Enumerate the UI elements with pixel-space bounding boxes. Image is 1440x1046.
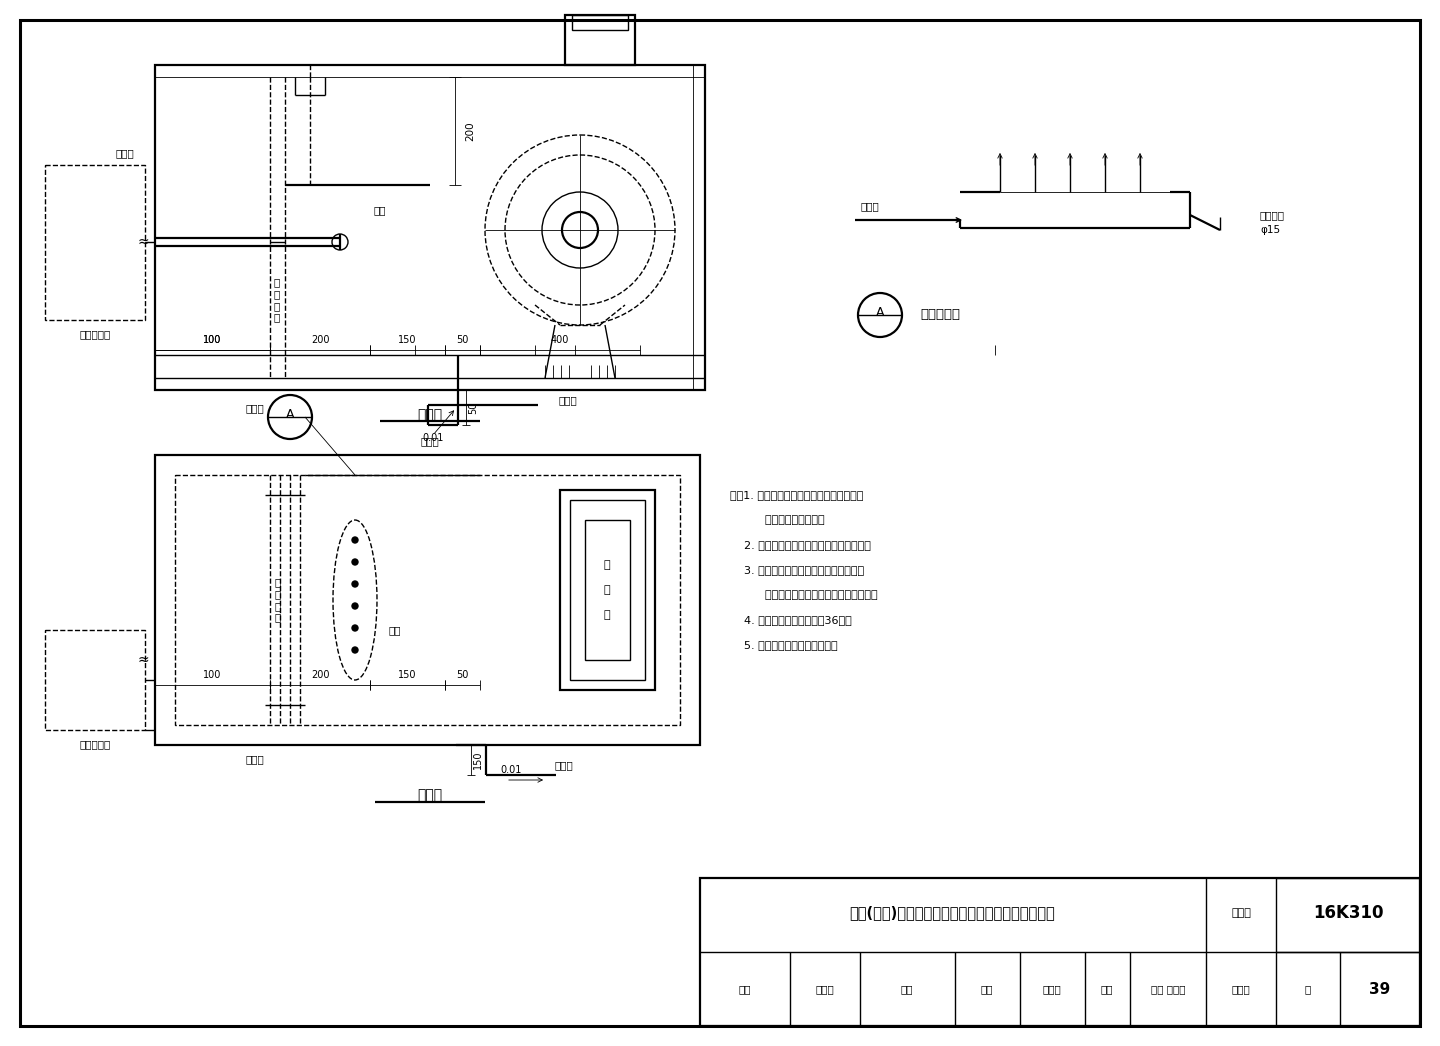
Text: 200: 200 [311,670,330,680]
Text: 送: 送 [603,560,611,570]
Text: 体做法由设计人员根据实际情况确定。: 体做法由设计人员根据实际情况确定。 [730,590,877,600]
Text: A: A [285,408,294,420]
Bar [156,65,706,390]
Text: 蒸汽管: 蒸汽管 [861,201,880,211]
Text: 加
热
盘
管: 加 热 盘 管 [275,577,281,622]
Text: 段: 段 [603,610,611,620]
Text: 200: 200 [311,335,330,345]
Bar [560,490,655,690]
Text: 蒸汽管: 蒸汽管 [246,754,265,764]
Text: 签名: 签名 [1100,984,1113,994]
Text: 50: 50 [468,402,478,414]
Text: 凝结水口: 凝结水口 [1260,210,1284,220]
Ellipse shape [351,581,359,587]
Bar [45,165,145,320]
Text: 100: 100 [203,670,222,680]
Bar [570,500,645,680]
Ellipse shape [351,602,359,609]
Text: 100: 100 [203,335,222,345]
Text: 审核: 审核 [739,984,752,994]
Text: 排水管: 排水管 [559,395,577,405]
Ellipse shape [351,559,359,565]
Text: 集水盘: 集水盘 [420,436,439,446]
Text: ≈: ≈ [137,653,148,667]
Text: 喷管: 喷管 [389,626,402,635]
Text: 徐立平: 徐立平 [815,984,834,994]
Bar [572,15,628,30]
Text: 喷管大样图: 喷管大样图 [920,309,960,321]
Text: 按照设备厂家选用。: 按照设备厂家选用。 [730,515,825,525]
Text: 设计 刘小文: 设计 刘小文 [1151,984,1185,994]
Text: 喷管: 喷管 [374,205,386,215]
Bar [156,455,700,745]
Text: 蒸汽管: 蒸汽管 [115,147,134,158]
Bar [45,630,145,730]
Ellipse shape [351,537,359,543]
Text: 立面图: 立面图 [418,408,442,422]
Text: 集水盘: 集水盘 [246,403,265,413]
Text: 排水管: 排水管 [554,760,573,770]
Text: 平面图: 平面图 [418,788,442,802]
Text: 4. 安装要求详见本图集第36页。: 4. 安装要求详见本图集第36页。 [730,615,851,626]
Ellipse shape [351,626,359,631]
Text: 16K310: 16K310 [1313,904,1384,922]
Text: 签名: 签名 [901,984,913,994]
Text: ≈: ≈ [137,235,148,249]
Text: A: A [876,305,884,318]
Text: 电阻(电热)式、电极式加湿器空调机组内安装示意图: 电阻(电热)式、电极式加湿器空调机组内安装示意图 [850,906,1056,920]
Text: 50: 50 [456,335,468,345]
Bar [176,475,680,725]
Bar [585,520,631,660]
Text: 注：1. 加湿器主机出口蒸汽软管及蒸汽喷管: 注：1. 加湿器主机出口蒸汽软管及蒸汽喷管 [730,490,864,500]
Text: 400: 400 [552,335,569,345]
Text: 39: 39 [1369,981,1391,997]
Bar [1276,878,1420,952]
Text: 5. 图中所注尺寸均为最小值。: 5. 图中所注尺寸均为最小值。 [730,640,838,650]
Text: 150: 150 [397,670,416,680]
Text: φ15: φ15 [1260,225,1280,235]
Text: 0.01: 0.01 [500,765,521,775]
Text: 100: 100 [203,335,222,345]
Text: 150: 150 [397,335,416,345]
Text: 150: 150 [472,751,482,769]
Text: 0.01: 0.01 [422,433,444,444]
Text: 加湿器主机: 加湿器主机 [79,329,111,339]
Text: 2. 水封高度值应根据具体风机风压复核。: 2. 水封高度值应根据具体风机风压复核。 [730,540,871,550]
Text: 刘小文: 刘小文 [1231,984,1250,994]
Text: 200: 200 [465,121,475,141]
Bar [700,878,1420,1026]
Text: 风: 风 [603,585,611,595]
Text: 3. 排水管接至排水明沟或机房地漏，具: 3. 排水管接至排水明沟或机房地漏，具 [730,565,864,575]
Text: 加湿器主机: 加湿器主机 [79,740,111,749]
Text: 页: 页 [1305,984,1312,994]
Bar [564,15,635,65]
Text: 加
热
盘
管: 加 热 盘 管 [274,277,281,322]
Text: 校对: 校对 [981,984,994,994]
Text: 图集号: 图集号 [1231,908,1251,918]
Ellipse shape [351,647,359,653]
Text: 刘海滨: 刘海滨 [1043,984,1061,994]
Text: 50: 50 [456,670,468,680]
